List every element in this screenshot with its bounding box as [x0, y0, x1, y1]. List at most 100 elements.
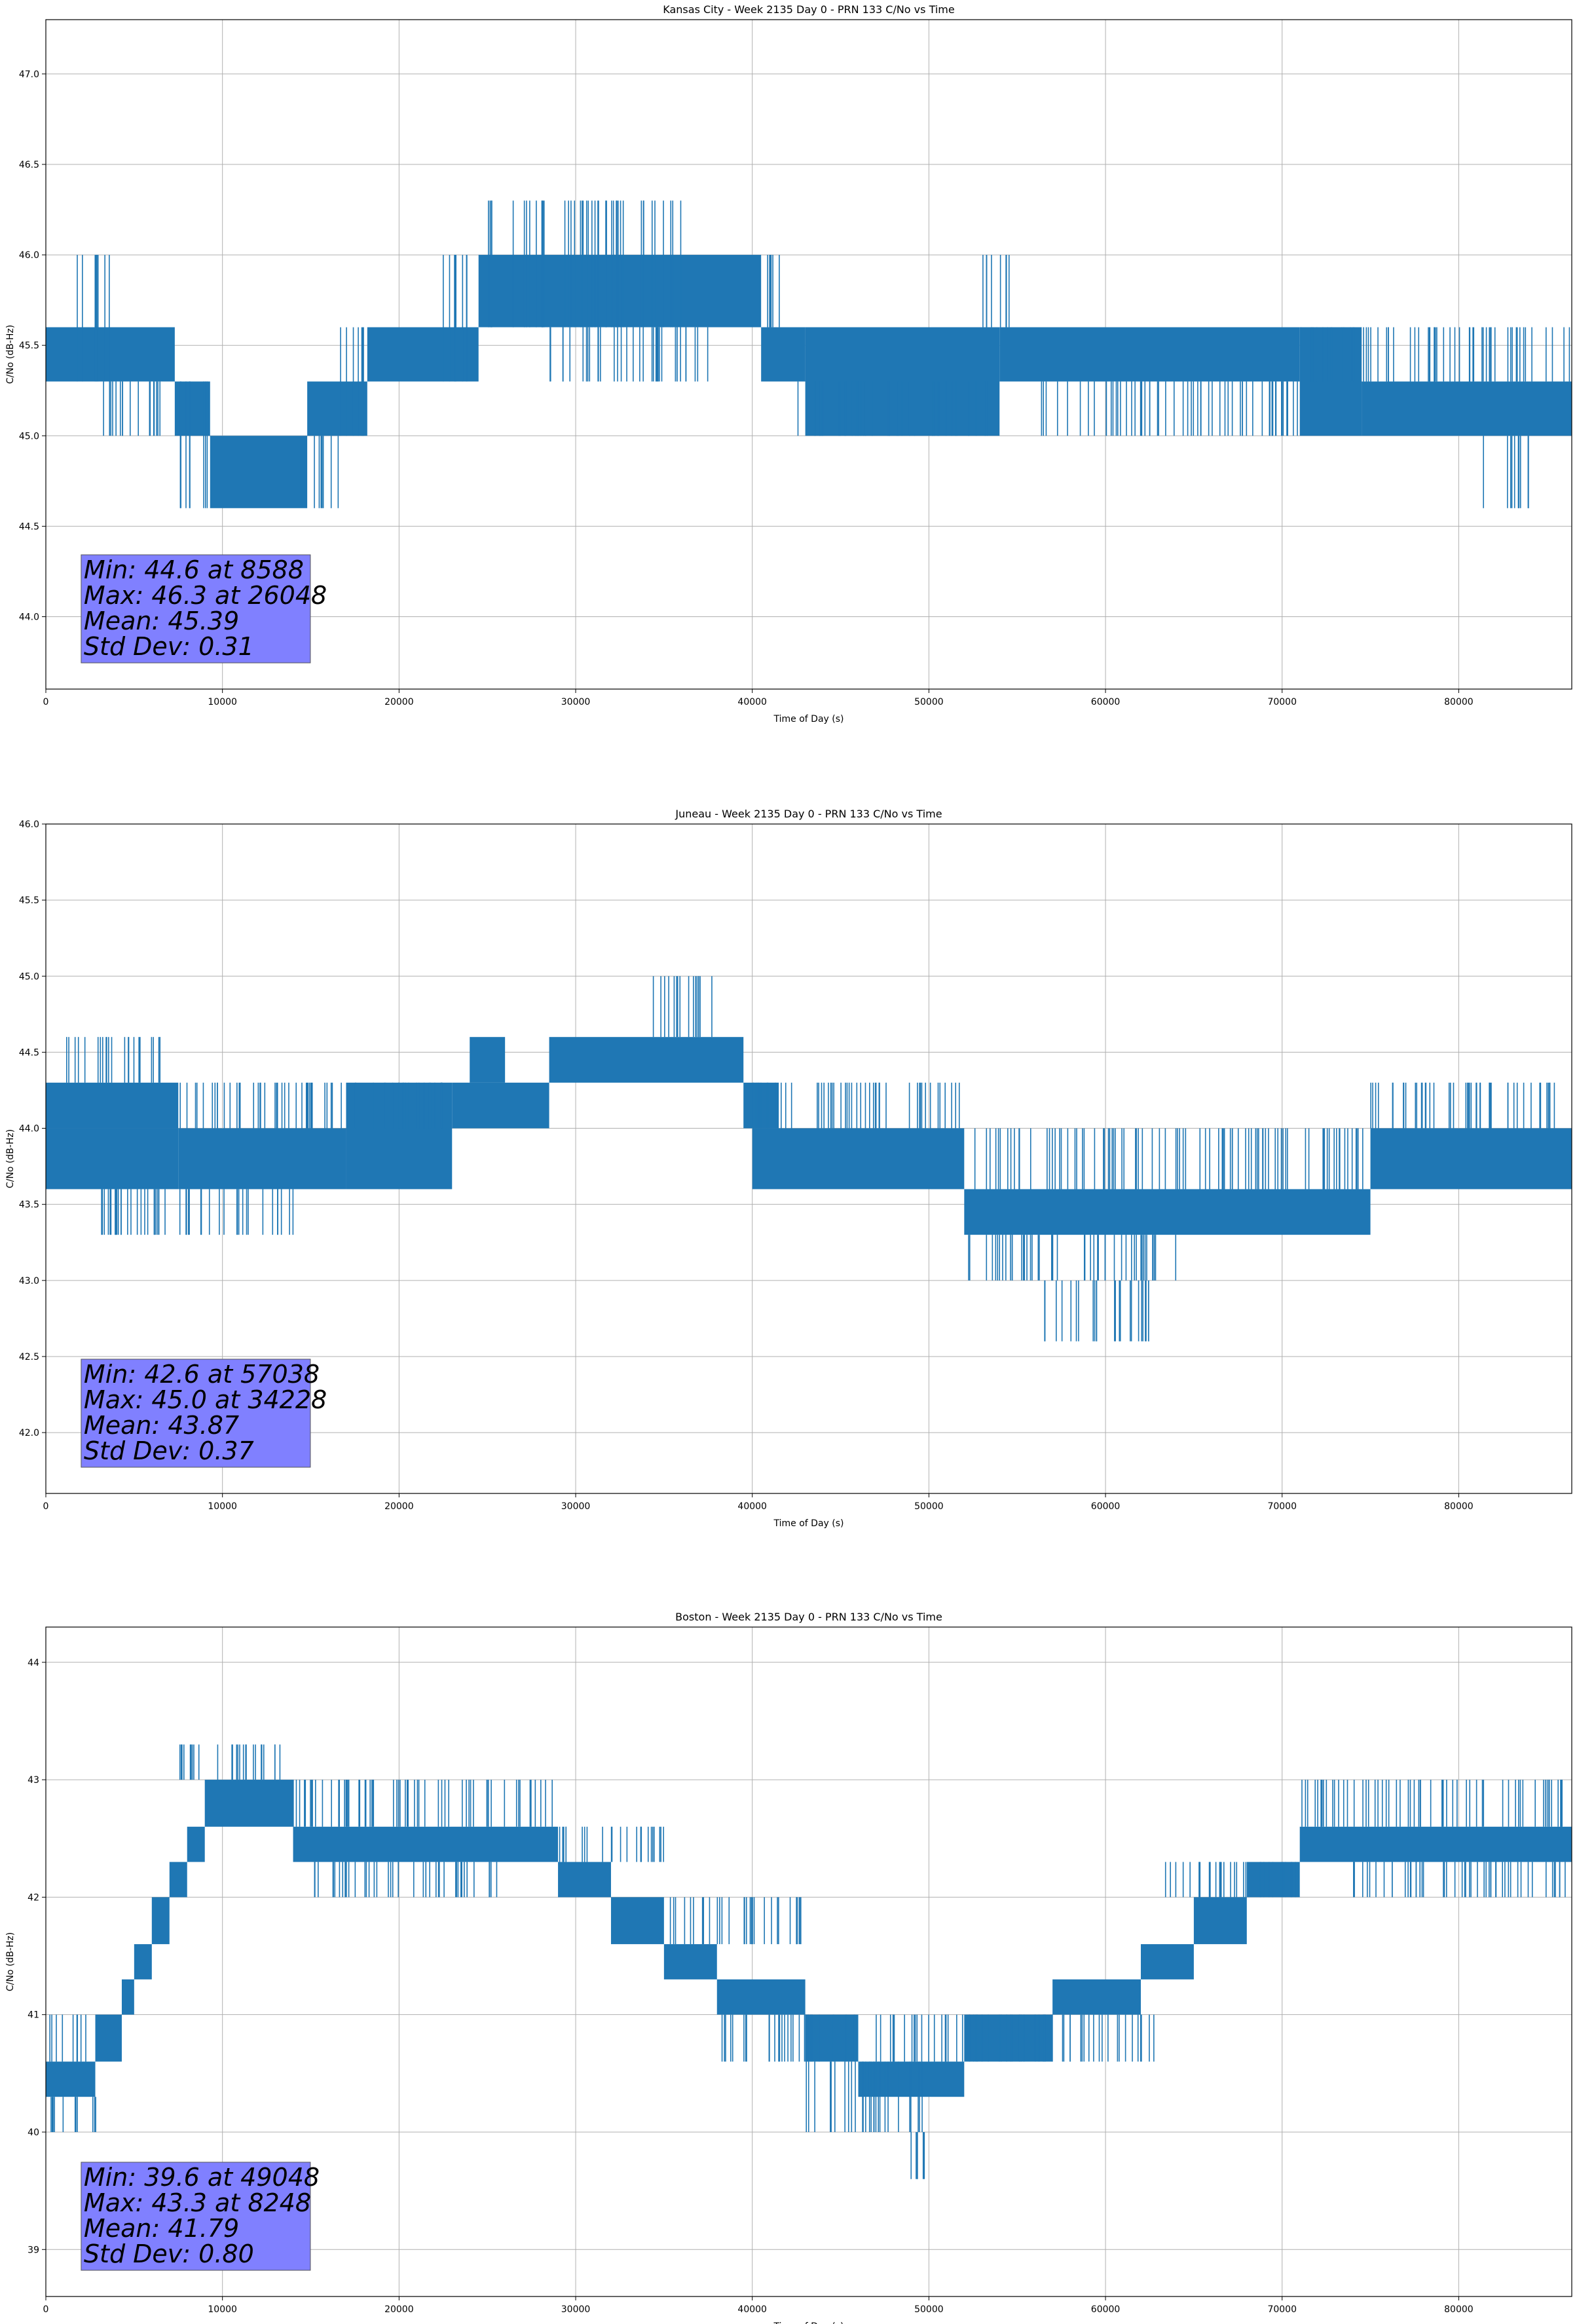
x-tick-label: 80000 — [1444, 1501, 1474, 1512]
x-tick-label: 50000 — [914, 697, 944, 707]
data-band — [1052, 1979, 1141, 2015]
data-band — [964, 1189, 1371, 1235]
data-band — [178, 1128, 346, 1190]
chart-panel-1: 0 10000 20000 30000 40000 50000 60000 70000 8000… — [5, 3, 1572, 724]
y-tick-label: 44.0 — [19, 612, 39, 623]
y-tick-label: 39 — [28, 2245, 39, 2255]
stats-line: Mean: 41.79 — [84, 2214, 239, 2243]
y-axis-label: C/No (dB-Hz) — [5, 1932, 16, 1991]
x-tick-label: 80000 — [1444, 2304, 1474, 2315]
stats-line: Min: 42.6 at 57038 — [84, 1360, 320, 1389]
x-tick-label: 70000 — [1267, 2304, 1297, 2315]
data-band — [1370, 1128, 1572, 1190]
series-cno — [46, 1744, 1572, 2179]
stats-line: Std Dev: 0.37 — [84, 1436, 254, 1465]
x-tick-label: 70000 — [1267, 697, 1297, 707]
stats-box — [81, 2162, 311, 2271]
data-band — [1140, 1944, 1194, 1979]
series-cno — [46, 200, 1572, 508]
x-tick-label: 10000 — [208, 697, 237, 707]
data-band — [752, 1128, 965, 1190]
y-tick-label: 43 — [28, 1775, 39, 1786]
stats-line: Mean: 45.39 — [84, 607, 239, 635]
x-tick-label: 20000 — [384, 2304, 414, 2315]
y-tick-label: 46.0 — [19, 250, 39, 261]
data-band — [169, 1862, 187, 1898]
x-tick-label: 10000 — [208, 2304, 237, 2315]
data-band — [761, 327, 806, 382]
data-band — [46, 327, 175, 382]
stats-box — [81, 1359, 311, 1468]
data-band — [46, 1128, 179, 1190]
data-band — [151, 1897, 170, 1945]
y-tick-label: 44.0 — [19, 1124, 39, 1134]
stats-line: Std Dev: 0.31 — [84, 632, 254, 661]
y-tick-label: 41 — [28, 2010, 39, 2021]
data-band — [964, 2014, 1053, 2062]
data-band — [95, 2014, 122, 2062]
plot-frame — [45, 1626, 1572, 2297]
y-tick-label: 42 — [28, 1892, 39, 1903]
data-band — [549, 1037, 744, 1083]
x-tick-label: 60000 — [1091, 1501, 1121, 1512]
x-tick-label: 50000 — [914, 1501, 944, 1512]
y-tick-label: 43.5 — [19, 1200, 39, 1210]
x-tick-label: 30000 — [561, 697, 591, 707]
chart-panel-2: 0 10000 20000 30000 40000 50000 60000 70000 8000… — [5, 808, 1572, 1529]
y-tick-label: 45.5 — [19, 895, 39, 906]
stats-line: Max: 46.3 at 26048 — [84, 581, 327, 610]
data-band — [716, 1979, 806, 2015]
x-axis-label: Time of Day (s) — [773, 2321, 844, 2324]
y-tick-label: 42.5 — [19, 1352, 39, 1362]
x-tick-label: 40000 — [737, 697, 767, 707]
x-tick-label: 40000 — [737, 2304, 767, 2315]
chart-title: Boston - Week 2135 Day 0 - PRN 133 C/No … — [675, 1611, 942, 1623]
data-band — [1193, 1897, 1247, 1945]
y-tick-label: 42.0 — [19, 1428, 39, 1438]
y-tick-label: 45.0 — [19, 971, 39, 982]
stats-line: Min: 44.6 at 8588 — [84, 555, 304, 584]
x-tick-label: 0 — [43, 697, 49, 707]
x-tick-label: 0 — [43, 1501, 49, 1512]
data-band — [187, 1826, 205, 1862]
x-tick-label: 40000 — [737, 1501, 767, 1512]
x-tick-label: 80000 — [1444, 697, 1474, 707]
y-tick-label: 40 — [28, 2127, 39, 2138]
data-band — [478, 255, 762, 328]
x-axis-label: Time of Day (s) — [773, 714, 844, 724]
data-band — [663, 1944, 717, 1979]
x-axis-label: Time of Day (s) — [773, 1518, 844, 1529]
y-tick-label: 46.0 — [19, 819, 39, 830]
y-tick-label: 45.5 — [19, 341, 39, 351]
stats-line: Std Dev: 0.80 — [84, 2240, 254, 2268]
data-band — [134, 1944, 152, 1979]
data-band — [1299, 1826, 1572, 1862]
plot-frame — [45, 823, 1572, 1494]
y-axis-label: C/No (dB-Hz) — [5, 1129, 16, 1188]
x-tick-label: 50000 — [914, 2304, 944, 2315]
data-band — [293, 1826, 559, 1862]
stats-line: Min: 39.6 at 49048 — [84, 2163, 320, 2192]
x-tick-label: 20000 — [384, 1501, 414, 1512]
y-tick-label: 44 — [28, 1658, 39, 1668]
stats-line: Max: 43.3 at 8248 — [84, 2188, 311, 2217]
data-band — [121, 1979, 134, 2015]
x-tick-label: 30000 — [561, 2304, 591, 2315]
plot-frame — [45, 19, 1572, 690]
y-tick-label: 45.0 — [19, 431, 39, 441]
data-band — [610, 1897, 664, 1945]
y-tick-label: 43.0 — [19, 1276, 39, 1286]
y-tick-label: 46.5 — [19, 160, 39, 170]
data-band — [452, 1082, 549, 1129]
x-tick-label: 70000 — [1267, 1501, 1297, 1512]
data-band — [470, 1037, 506, 1083]
x-tick-label: 20000 — [384, 697, 414, 707]
stats-line: Max: 45.0 at 34228 — [84, 1385, 327, 1414]
data-band — [307, 381, 367, 436]
stats-box — [81, 554, 311, 664]
data-band — [367, 327, 479, 382]
x-tick-label: 30000 — [561, 1501, 591, 1512]
chart-panel-3: 0 10000 20000 30000 40000 50000 60000 70000 8000… — [5, 1611, 1572, 2324]
y-tick-label: 44.5 — [19, 1047, 39, 1058]
series-cno — [46, 976, 1572, 1341]
